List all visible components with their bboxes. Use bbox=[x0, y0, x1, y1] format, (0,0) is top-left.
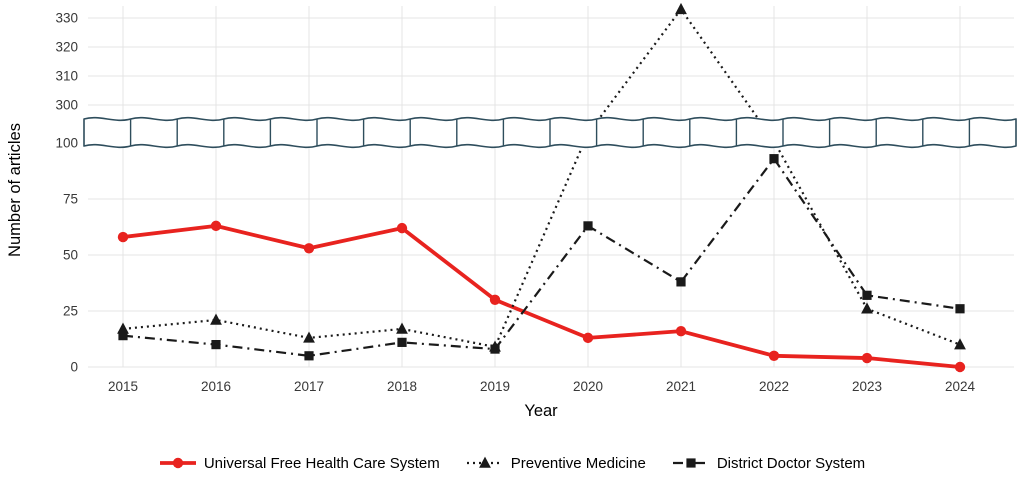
data-series bbox=[117, 2, 966, 373]
svg-text:50: 50 bbox=[63, 248, 78, 263]
legend: Universal Free Health Care System Preven… bbox=[0, 447, 1024, 479]
axis-break-band bbox=[83, 116, 1017, 149]
red-circle-marker-icon bbox=[159, 457, 196, 469]
svg-text:2019: 2019 bbox=[480, 379, 510, 394]
series-triangle bbox=[117, 2, 966, 352]
svg-text:300: 300 bbox=[55, 98, 78, 113]
svg-text:2022: 2022 bbox=[759, 379, 789, 394]
svg-text:2024: 2024 bbox=[945, 379, 976, 394]
legend-item-district-doctor-system: District Doctor System bbox=[672, 454, 865, 472]
svg-text:2016: 2016 bbox=[201, 379, 231, 394]
legend-label: District Doctor System bbox=[716, 454, 866, 472]
svg-text:310: 310 bbox=[55, 69, 78, 84]
gridlines bbox=[88, 6, 1014, 368]
legend-label: Universal Free Health Care System bbox=[203, 454, 440, 472]
x-axis-title: Year bbox=[524, 402, 558, 420]
svg-text:320: 320 bbox=[55, 40, 78, 55]
svg-text:2015: 2015 bbox=[108, 379, 138, 394]
svg-text:2017: 2017 bbox=[294, 379, 324, 394]
svg-text:75: 75 bbox=[63, 192, 78, 207]
square-marker-icon bbox=[672, 458, 709, 468]
svg-text:0: 0 bbox=[70, 360, 78, 375]
svg-text:2020: 2020 bbox=[573, 379, 603, 394]
triangle-marker-icon bbox=[466, 456, 503, 468]
svg-text:25: 25 bbox=[63, 304, 78, 319]
legend-label: Preventive Medicine bbox=[510, 454, 646, 472]
svg-text:2021: 2021 bbox=[666, 379, 696, 394]
svg-text:2018: 2018 bbox=[387, 379, 417, 394]
chart-canvas: 0 25 50 75 100 300 310 320 330 2015 2016 2017 2018 20… bbox=[6, 2, 1017, 420]
legend-item-preventive-medicine: Preventive Medicine bbox=[466, 454, 646, 472]
axis-tick-labels: 0 25 50 75 100 300 310 320 330 2015 2016 2017 2018 20… bbox=[55, 11, 975, 395]
svg-text:2023: 2023 bbox=[852, 379, 882, 394]
series-circle bbox=[117, 220, 966, 373]
svg-text:330: 330 bbox=[55, 11, 78, 26]
y-axis-title: Number of articles bbox=[6, 123, 24, 257]
legend-item-universal-free-health-care: Universal Free Health Care System bbox=[159, 454, 440, 472]
series-square bbox=[118, 154, 965, 361]
svg-text:100: 100 bbox=[55, 136, 78, 151]
